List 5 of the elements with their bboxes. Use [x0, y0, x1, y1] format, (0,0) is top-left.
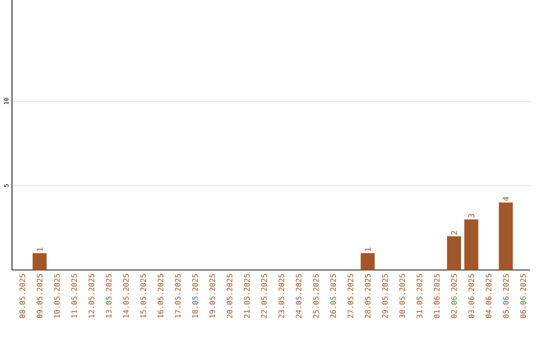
bar [447, 236, 462, 270]
bar [32, 253, 47, 270]
bar [464, 219, 478, 270]
bar [360, 253, 375, 270]
bar [498, 202, 513, 270]
